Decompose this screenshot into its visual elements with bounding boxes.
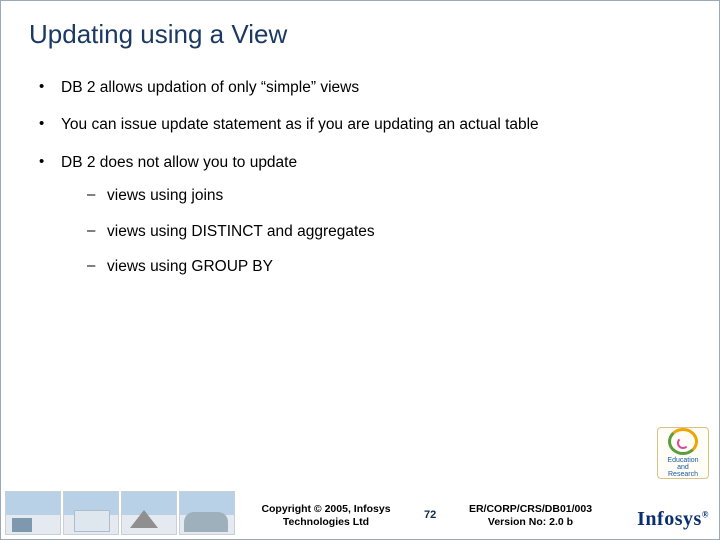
- badge-line: Research: [668, 471, 698, 478]
- footer-copyright: Copyright © 2005, Infosys Technologies L…: [241, 503, 411, 529]
- sub-bullet-marker: –: [87, 222, 107, 241]
- sub-bullet-item: – views using GROUP BY: [87, 257, 691, 276]
- sub-bullet-list: – views using joins – views using DISTIN…: [87, 186, 691, 276]
- bullet-item: • DB 2 allows updation of only “simple” …: [39, 78, 691, 97]
- sub-bullet-marker: –: [87, 257, 107, 276]
- slide-footer: Copyright © 2005, Infosys Technologies L…: [1, 479, 719, 539]
- slide-title: Updating using a View: [1, 1, 719, 50]
- bullet-text: DB 2 does not allow you to update: [61, 153, 691, 172]
- footer-thumb-icon: [121, 491, 177, 535]
- sub-bullet-item: – views using DISTINCT and aggregates: [87, 222, 691, 241]
- badge-text: Education and Research: [667, 457, 698, 478]
- badge-line: Education: [667, 457, 698, 464]
- footer-thumbnails: [5, 491, 235, 535]
- page-number: 72: [424, 509, 436, 521]
- bullet-text: DB 2 allows updation of only “simple” vi…: [61, 78, 691, 97]
- slide: Updating using a View • DB 2 allows upda…: [0, 0, 720, 540]
- sub-bullet-marker: –: [87, 186, 107, 205]
- footer-thumb-icon: [63, 491, 119, 535]
- sub-bullet-text: views using DISTINCT and aggregates: [107, 222, 375, 241]
- footer-thumb-icon: [179, 491, 235, 535]
- code-line: Version No: 2.0 b: [488, 516, 573, 528]
- sub-bullet-text: views using joins: [107, 186, 223, 205]
- bullet-marker: •: [39, 153, 61, 172]
- bullet-item: • DB 2 does not allow you to update: [39, 153, 691, 172]
- badge-line: and: [677, 464, 689, 471]
- bullet-item: • You can issue update statement as if y…: [39, 115, 691, 134]
- bullet-marker: •: [39, 115, 61, 134]
- slide-body: • DB 2 allows updation of only “simple” …: [1, 50, 719, 276]
- logo-text: Infosys: [637, 508, 702, 530]
- bullet-marker: •: [39, 78, 61, 97]
- code-line: ER/CORP/CRS/DB01/003: [469, 503, 592, 515]
- swirl-icon: [668, 428, 698, 455]
- education-research-badge: Education and Research: [657, 427, 709, 479]
- sub-bullet-text: views using GROUP BY: [107, 257, 273, 276]
- bullet-text: You can issue update statement as if you…: [61, 115, 691, 134]
- copyright-line: Copyright © 2005, Infosys: [261, 503, 390, 515]
- infosys-logo: Infosys®: [637, 508, 709, 531]
- footer-thumb-icon: [5, 491, 61, 535]
- logo-registered: ®: [702, 509, 709, 519]
- sub-bullet-item: – views using joins: [87, 186, 691, 205]
- copyright-line: Technologies Ltd: [283, 516, 369, 528]
- footer-document-code: ER/CORP/CRS/DB01/003 Version No: 2.0 b: [453, 503, 608, 529]
